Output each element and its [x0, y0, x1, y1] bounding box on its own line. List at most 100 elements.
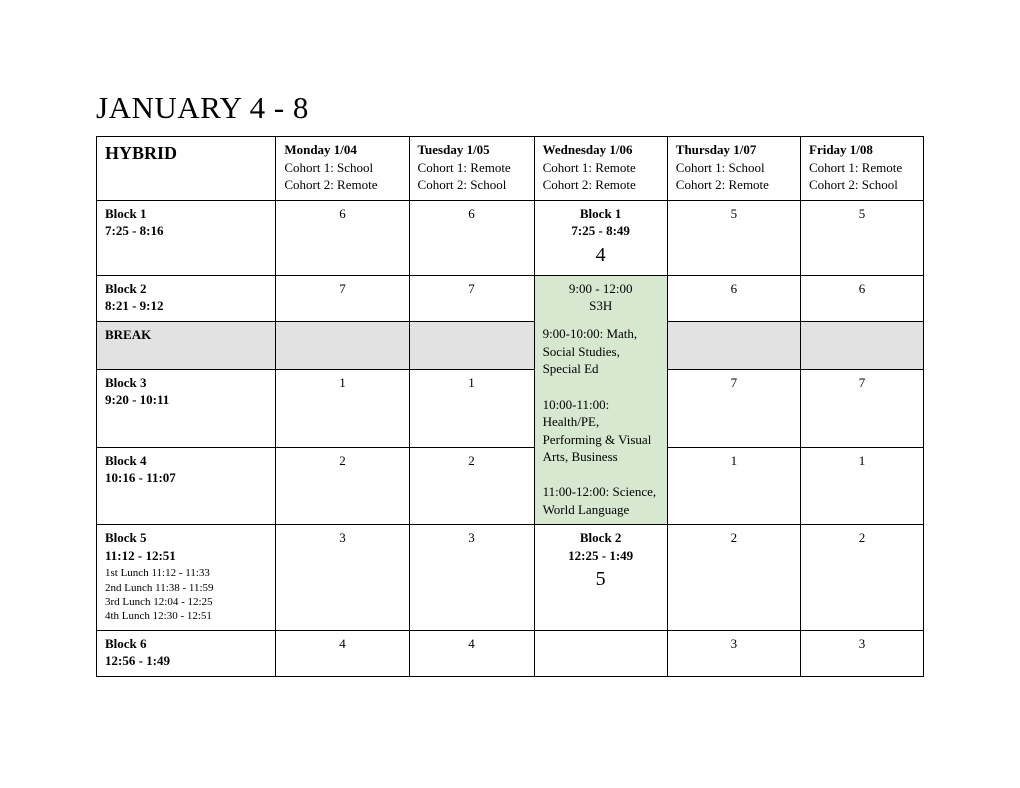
s3h-label: S3H: [589, 298, 612, 313]
wed-block-label: Block 1: [580, 206, 622, 221]
cell-fri: 6: [801, 275, 924, 321]
day-name: Friday 1/08: [809, 142, 873, 157]
cell-wed-block2: Block 2 12:25 - 1:49 5: [534, 525, 667, 630]
row-label: Block 2 8:21 - 9:12: [97, 275, 276, 321]
row-label: Block 6 12:56 - 1:49: [97, 630, 276, 676]
col-friday: Friday 1/08 Cohort 1: Remote Cohort 2: S…: [801, 137, 924, 201]
cell-thu: 7: [667, 369, 800, 447]
block-time: 10:16 - 11:07: [105, 470, 176, 485]
cell-fri: 2: [801, 525, 924, 630]
wed-block-time: 12:25 - 1:49: [568, 548, 633, 563]
day-name: Monday 1/04: [284, 142, 357, 157]
block-time: 11:12 - 12:51: [105, 548, 176, 563]
row-block4: Block 4 10:16 - 11:07 2 2 1 1: [97, 447, 924, 525]
block-name: Block 6: [105, 636, 147, 651]
schedule-document: JANUARY 4 - 8 HYBRID Monday 1/04 Cohort …: [0, 0, 1020, 788]
block-time: 9:20 - 10:11: [105, 392, 169, 407]
cell-mon: 2: [276, 447, 409, 525]
cell-thu: 5: [667, 200, 800, 275]
block-time: 12:56 - 1:49: [105, 653, 170, 668]
table-label-cell: HYBRID: [97, 137, 276, 201]
row-block1: Block 1 7:25 - 8:16 6 6 Block 1 7:25 - 8…: [97, 200, 924, 275]
cell-mon: 1: [276, 369, 409, 447]
cohort-line: Cohort 1: School: [676, 160, 765, 175]
row-label: Block 4 10:16 - 11:07: [97, 447, 276, 525]
row-label: Block 3 9:20 - 10:11: [97, 369, 276, 447]
row-block2: Block 2 8:21 - 9:12 7 7 9:00 - 12:00 S3H…: [97, 275, 924, 321]
cell-mon: 6: [276, 200, 409, 275]
row-block5: Block 5 11:12 - 12:51 1st Lunch 11:12 - …: [97, 525, 924, 630]
cell-wed-s3h-body: 9:00-10:00: Math, Social Studies, Specia…: [534, 321, 667, 525]
break-cell: [801, 321, 924, 369]
col-monday: Monday 1/04 Cohort 1: School Cohort 2: R…: [276, 137, 409, 201]
cell-thu: 1: [667, 447, 800, 525]
cell-tue: 7: [409, 275, 534, 321]
cell-fri: 5: [801, 200, 924, 275]
row-label: Block 5 11:12 - 12:51 1st Lunch 11:12 - …: [97, 525, 276, 630]
header-row: HYBRID Monday 1/04 Cohort 1: School Coho…: [97, 137, 924, 201]
cohort-line: Cohort 1: Remote: [809, 160, 902, 175]
block-name: Block 4: [105, 453, 147, 468]
block-name: Block 3: [105, 375, 147, 390]
lunch-times: 1st Lunch 11:12 - 11:33 2nd Lunch 11:38 …: [105, 566, 267, 623]
cell-tue: 1: [409, 369, 534, 447]
row-block3: Block 3 9:20 - 10:11 1 1 7 7: [97, 369, 924, 447]
lunch-line: 4th Lunch 12:30 - 12:51: [105, 609, 267, 623]
cell-wed-s3h-header: 9:00 - 12:00 S3H: [534, 275, 667, 321]
break-cell: [276, 321, 409, 369]
cohort-line: Cohort 2: School: [809, 177, 898, 192]
s3h-time: 9:00 - 12:00: [569, 281, 633, 296]
cell-mon: 3: [276, 525, 409, 630]
day-name: Tuesday 1/05: [418, 142, 490, 157]
col-wednesday: Wednesday 1/06 Cohort 1: Remote Cohort 2…: [534, 137, 667, 201]
wed-block-label: Block 2: [580, 530, 622, 545]
wed-block-num: 4: [543, 242, 659, 269]
cell-fri: 1: [801, 447, 924, 525]
wed-block-num: 5: [543, 566, 659, 593]
day-name: Wednesday 1/06: [543, 142, 633, 157]
cell-thu: 3: [667, 630, 800, 676]
cohort-line: Cohort 2: Remote: [284, 177, 377, 192]
row-block6: Block 6 12:56 - 1:49 4 4 3 3: [97, 630, 924, 676]
break-label: BREAK: [97, 321, 276, 369]
block-name: Block 5: [105, 530, 147, 545]
cell-mon: 4: [276, 630, 409, 676]
block-name: Block 2: [105, 281, 147, 296]
wed-block-time: 7:25 - 8:49: [571, 223, 630, 238]
s3h-slot: 11:00-12:00: Science, World Language: [543, 483, 659, 518]
cell-fri: 7: [801, 369, 924, 447]
cell-tue: 3: [409, 525, 534, 630]
cell-wed-empty: [534, 630, 667, 676]
cohort-line: Cohort 1: School: [284, 160, 373, 175]
cell-tue: 4: [409, 630, 534, 676]
cell-mon: 7: [276, 275, 409, 321]
table-label: HYBRID: [105, 143, 177, 163]
cohort-line: Cohort 2: Remote: [676, 177, 769, 192]
block-name: Block 1: [105, 206, 147, 221]
cohort-line: Cohort 2: School: [418, 177, 507, 192]
lunch-line: 3rd Lunch 12:04 - 12:25: [105, 595, 267, 609]
lunch-line: 1st Lunch 11:12 - 11:33: [105, 566, 267, 580]
cell-fri: 3: [801, 630, 924, 676]
block-time: 8:21 - 9:12: [105, 298, 164, 313]
row-break: BREAK 9:00-10:00: Math, Social Studies, …: [97, 321, 924, 369]
lunch-line: 2nd Lunch 11:38 - 11:59: [105, 581, 267, 595]
day-name: Thursday 1/07: [676, 142, 757, 157]
page-title: JANUARY 4 - 8: [96, 90, 924, 126]
schedule-table: HYBRID Monday 1/04 Cohort 1: School Coho…: [96, 136, 924, 677]
break-cell: [409, 321, 534, 369]
break-cell: [667, 321, 800, 369]
cell-thu: 6: [667, 275, 800, 321]
block-time: 7:25 - 8:16: [105, 223, 164, 238]
cohort-line: Cohort 1: Remote: [543, 160, 636, 175]
cell-tue: 2: [409, 447, 534, 525]
s3h-slot: 10:00-11:00: Health/PE, Performing & Vis…: [543, 396, 659, 466]
col-tuesday: Tuesday 1/05 Cohort 1: Remote Cohort 2: …: [409, 137, 534, 201]
row-label: Block 1 7:25 - 8:16: [97, 200, 276, 275]
cell-wed-block1: Block 1 7:25 - 8:49 4: [534, 200, 667, 275]
cell-thu: 2: [667, 525, 800, 630]
col-thursday: Thursday 1/07 Cohort 1: School Cohort 2:…: [667, 137, 800, 201]
s3h-slot: 9:00-10:00: Math, Social Studies, Specia…: [543, 325, 659, 378]
cell-tue: 6: [409, 200, 534, 275]
cohort-line: Cohort 2: Remote: [543, 177, 636, 192]
